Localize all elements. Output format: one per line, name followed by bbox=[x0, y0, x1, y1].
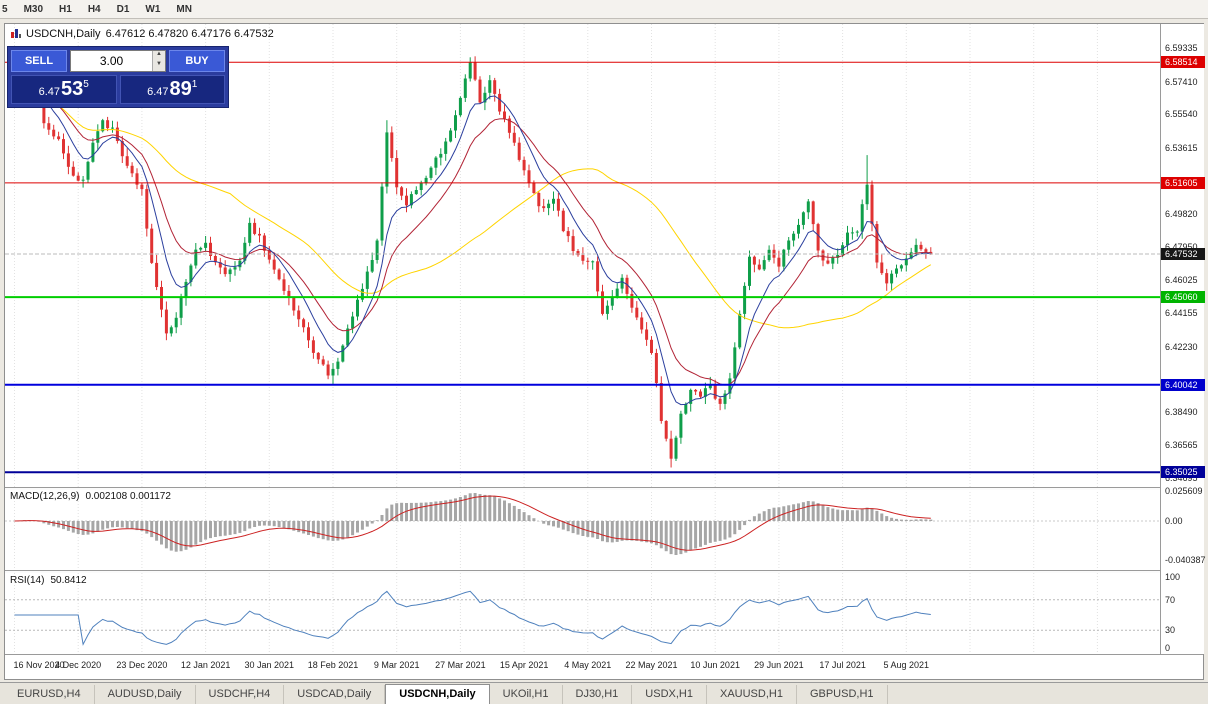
rsi-axis-label: 0 bbox=[1165, 643, 1171, 653]
timeframe-button-mn[interactable]: MN bbox=[176, 3, 192, 15]
date-label: 4 Dec 2020 bbox=[55, 660, 102, 670]
one-click-trading-panel: SELL 3.00 ▲ ▼ BUY 6.47 53 5 6.47 bbox=[7, 46, 229, 108]
chart-ohlc-title: USDCNH,Daily 6.47612 6.47820 6.47176 6.4… bbox=[11, 28, 274, 40]
volume-field[interactable]: 3.00 ▲ ▼ bbox=[70, 50, 166, 72]
macd-axis-label: 0.00 bbox=[1165, 516, 1183, 526]
chart-tab-eurusd[interactable]: EURUSD,H4 bbox=[4, 685, 95, 704]
buy-price-point: 1 bbox=[191, 79, 198, 90]
timeframe-toolbar: 5 M30 H1 H4 D1 W1 MN bbox=[0, 0, 1208, 19]
price-axis-label: 6.49820 bbox=[1165, 209, 1198, 220]
ohlc-values: 6.47612 6.47820 6.47176 6.47532 bbox=[105, 28, 274, 40]
price-tag: 6.51605 bbox=[1161, 176, 1205, 189]
timeframe-button-5[interactable]: 5 bbox=[2, 3, 8, 15]
price-axis-label: 6.38490 bbox=[1165, 406, 1198, 417]
price-axis-label: 6.53615 bbox=[1165, 142, 1198, 153]
date-label: 5 Aug 2021 bbox=[883, 660, 930, 670]
price-chart-canvas[interactable] bbox=[5, 24, 1160, 654]
timeframe-button-h4[interactable]: H4 bbox=[87, 3, 101, 15]
timeframe-button-d1[interactable]: D1 bbox=[116, 3, 130, 15]
chart-tab-dj30[interactable]: DJ30,H1 bbox=[563, 685, 633, 704]
date-label: 16 Nov 2020 bbox=[13, 660, 65, 670]
ma-16-line bbox=[14, 83, 931, 386]
buy-price[interactable]: 6.47 89 1 bbox=[119, 75, 225, 104]
sell-price-pips: 53 bbox=[61, 78, 84, 100]
rsi-indicator-label: RSI(14) 50.8412 bbox=[10, 575, 87, 586]
time-axis[interactable]: 16 Nov 2020 4 Dec 2020 23 Dec 2020 12 Jan 2… bbox=[5, 654, 1203, 679]
price-axis[interactable]: 6.59335 6.57410 6.55540 6.53615 6.49820 6.479… bbox=[1160, 24, 1206, 654]
date-label: 30 Jan 2021 bbox=[244, 660, 295, 670]
macd-axis-label: 0.025609 bbox=[1165, 486, 1203, 496]
price-tag: 6.58514 bbox=[1161, 56, 1205, 69]
buy-price-pips: 89 bbox=[169, 78, 192, 100]
date-label: 12 Jan 2021 bbox=[180, 660, 231, 670]
date-label: 22 May 2021 bbox=[625, 660, 678, 670]
panel-divider[interactable] bbox=[5, 570, 1203, 573]
price-chart-area[interactable] bbox=[5, 24, 1160, 654]
buy-price-prefix: 6.47 bbox=[147, 86, 169, 98]
sell-price-prefix: 6.47 bbox=[38, 86, 61, 98]
sell-price[interactable]: 6.47 53 5 bbox=[11, 75, 117, 104]
rsi-axis-label: 70 bbox=[1165, 595, 1176, 605]
panel-divider[interactable] bbox=[5, 487, 1203, 490]
date-label: 10 Jun 2021 bbox=[690, 660, 740, 670]
chart-tab-bar: EURUSD,H4 AUDUSD,Daily USDCHF,H4 USDCAD,Dai… bbox=[0, 682, 1208, 704]
price-axis-label: 6.46025 bbox=[1165, 275, 1198, 286]
chart-tab-xauusd[interactable]: XAUUSD,H1 bbox=[707, 685, 797, 704]
volume-value[interactable]: 3.00 bbox=[99, 54, 124, 68]
timeframe-button-m30[interactable]: M30 bbox=[23, 3, 44, 15]
timeframe-button-w1[interactable]: W1 bbox=[145, 3, 161, 15]
price-tag: 6.35025 bbox=[1161, 466, 1205, 479]
chart-tab-usdchf[interactable]: USDCHF,H4 bbox=[196, 685, 285, 704]
chart-icon bbox=[11, 29, 21, 38]
price-axis-label: 6.59335 bbox=[1165, 43, 1198, 53]
price-axis-label: 6.55540 bbox=[1165, 109, 1198, 120]
ma-45-line bbox=[14, 79, 932, 329]
ma-8-line bbox=[14, 82, 931, 406]
chart-tab-gbpusd[interactable]: GBPUSD,H1 bbox=[797, 685, 888, 704]
sell-button[interactable]: SELL bbox=[11, 50, 67, 72]
timeframe-button-h1[interactable]: H1 bbox=[59, 3, 72, 15]
increase-volume-icon[interactable]: ▲ bbox=[153, 51, 165, 61]
chart-tab-ukoil[interactable]: UKOil,H1 bbox=[490, 685, 563, 704]
price-axis-label: 6.47950 bbox=[1165, 241, 1198, 252]
price-axis-label: 6.36565 bbox=[1165, 440, 1198, 451]
decrease-volume-icon[interactable]: ▼ bbox=[153, 61, 165, 71]
date-label: 9 Mar 2021 bbox=[373, 660, 420, 670]
chart-tab-audusd[interactable]: AUDUSD,Daily bbox=[95, 685, 196, 704]
macd-indicator-label: MACD(12,26,9) 0.002108 0.001172 bbox=[10, 491, 171, 502]
rsi-axis-label: 100 bbox=[1165, 572, 1181, 582]
price-tag: 6.47532 bbox=[1161, 248, 1205, 260]
chart-window: USDCNH,Daily 6.47612 6.47820 6.47176 6.4… bbox=[4, 23, 1206, 680]
date-label: 27 Mar 2021 bbox=[435, 660, 486, 670]
date-label: 17 Jul 2021 bbox=[819, 660, 866, 670]
chart-tab-usdcnh[interactable]: USDCNH,Daily bbox=[385, 684, 490, 704]
candles-layer bbox=[13, 56, 933, 468]
rsi-value: 50.8412 bbox=[50, 575, 87, 586]
date-label: 4 May 2021 bbox=[564, 660, 612, 670]
price-tag: 6.45060 bbox=[1161, 291, 1205, 304]
date-label: 29 Jun 2021 bbox=[754, 660, 804, 670]
symbol-period-label: USDCNH,Daily bbox=[26, 28, 101, 40]
macd-axis-label: -0.040387 bbox=[1165, 555, 1206, 565]
rsi-name: RSI(14) bbox=[10, 575, 45, 586]
sell-price-point: 5 bbox=[83, 79, 89, 90]
macd-histogram bbox=[17, 493, 933, 555]
price-axis-label: 6.57410 bbox=[1165, 76, 1198, 87]
chart-tab-usdx[interactable]: USDX,H1 bbox=[632, 685, 707, 704]
rsi-line bbox=[14, 590, 931, 646]
macd-signal-line bbox=[14, 495, 931, 551]
date-label: 18 Feb 2021 bbox=[307, 660, 359, 670]
rsi-axis-label: 30 bbox=[1165, 625, 1176, 635]
chart-tab-usdcad[interactable]: USDCAD,Daily bbox=[284, 685, 386, 704]
price-axis-label: 6.44155 bbox=[1165, 307, 1198, 318]
price-tag: 6.40042 bbox=[1161, 378, 1205, 391]
price-axis-label: 6.42230 bbox=[1165, 341, 1198, 352]
date-label: 23 Dec 2020 bbox=[116, 660, 168, 670]
date-label: 15 Apr 2021 bbox=[499, 660, 549, 670]
macd-name: MACD(12,26,9) bbox=[10, 491, 80, 502]
volume-stepper[interactable]: ▲ ▼ bbox=[152, 51, 165, 71]
macd-values: 0.002108 0.001172 bbox=[85, 491, 171, 502]
buy-button[interactable]: BUY bbox=[169, 50, 225, 72]
